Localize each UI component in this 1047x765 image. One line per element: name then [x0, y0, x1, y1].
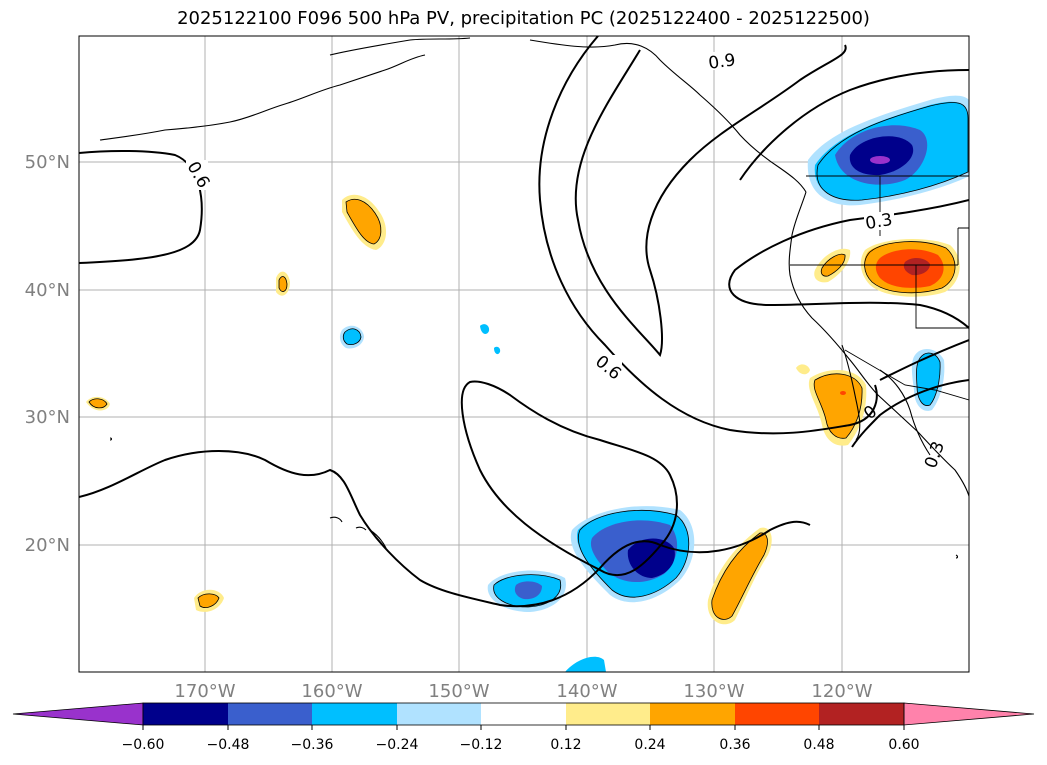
- coast-gulf: [879, 369, 931, 456]
- plot-frame: [78, 35, 970, 673]
- precip-region-baja-mid: [814, 373, 863, 439]
- outline-s: [577, 510, 690, 598]
- outline-spot-e: [88, 398, 108, 409]
- borders: [790, 175, 969, 401]
- colorbar-segment-4: [397, 703, 481, 725]
- outline-ca2: [820, 253, 846, 277]
- lon-label-150w: 150°W: [428, 681, 489, 702]
- colorbar-segment-6: [566, 703, 650, 725]
- contour-label-bg-2: [186, 160, 208, 190]
- colorbar-segment-1: [143, 703, 228, 725]
- precip-spot-f-mid: [198, 593, 219, 608]
- pv-contour-east-b: [879, 339, 969, 381]
- outline-spot-a: [342, 328, 362, 345]
- border-us-states: [790, 176, 969, 329]
- outline-mex: [916, 352, 941, 406]
- precip-spot-c: [494, 346, 501, 355]
- pv-contour-0.9: [574, 44, 847, 358]
- colorbar-tick-label-8: 0.36: [719, 737, 750, 753]
- outline-sw: [493, 574, 562, 608]
- colorbar-segment-3: [312, 703, 397, 725]
- lat-label-20n: 20°N: [25, 535, 70, 556]
- colorbar-tick-label-6: 0.12: [550, 737, 581, 753]
- lon-label-170w: 170°W: [174, 681, 235, 702]
- precip-region-ca-core: [903, 258, 930, 276]
- pv-contour-outer: [739, 69, 969, 181]
- precip-region-s-core: [627, 538, 675, 578]
- precip-region-baja-max: [840, 391, 846, 395]
- colorbar-tick-label-2: −0.48: [207, 737, 250, 753]
- colorbar-tick-label-4: −0.24: [376, 737, 419, 753]
- outline-se: [711, 532, 768, 620]
- precip-outlines: [88, 102, 969, 620]
- precip-region-nc-mid: [346, 199, 381, 244]
- colorbar-tick-label-5: −0.12: [460, 737, 503, 753]
- lat-label-40n: 40°N: [25, 280, 70, 301]
- colorbar-tick-label-9: 0.48: [803, 737, 834, 753]
- precip-positive: [86, 194, 960, 625]
- precip-region-se-mid: [711, 532, 768, 620]
- precip-spot-b: [480, 324, 490, 334]
- colorbar-tick-label-3: −0.36: [291, 737, 334, 753]
- colorbar-segment-5: [481, 703, 566, 725]
- contour-label-bg-4: [594, 355, 622, 381]
- outline-nc: [345, 198, 382, 245]
- contour-label-0.3: 0.3: [864, 210, 894, 234]
- colorbar-tick-label-10: 0.60: [888, 737, 919, 753]
- coast-west-na: [788, 191, 969, 499]
- colorbar-tick-label-1: −0.60: [122, 737, 165, 753]
- precip-spot-e-mid: [89, 398, 107, 408]
- plot-area: [79, 36, 969, 672]
- pv-contour-0.6-cutoff: [460, 380, 678, 577]
- contour-label-bg-3: [864, 212, 894, 230]
- colorbar-segment-7: [650, 703, 735, 725]
- border-us-mexico: [844, 349, 969, 401]
- outline-nw: [816, 102, 969, 201]
- pv-contours: [79, 36, 969, 608]
- lon-label-160w: 160°W: [301, 681, 362, 702]
- pv-contour-0-south: [79, 450, 811, 608]
- colorbar-extend-over: [903, 702, 1035, 726]
- precip-region-bottom: [565, 656, 606, 672]
- colorbar-frame: [142, 702, 905, 726]
- contour-label-bg-1: [706, 52, 738, 70]
- colorbar-segment-8: [735, 703, 819, 725]
- coast-alaska: [329, 37, 807, 193]
- coast-misc: [109, 437, 959, 559]
- lon-label-120w: 120°W: [811, 681, 872, 702]
- colorbar-extend-under: [12, 702, 144, 726]
- precip-spot-d-mid: [279, 276, 287, 292]
- precip-spot-a-mid: [343, 328, 361, 345]
- lon-label-130w: 130°W: [683, 681, 744, 702]
- lon-label-140w: 140°W: [556, 681, 617, 702]
- outline-spot-d: [278, 276, 288, 292]
- coastlines: [99, 37, 969, 559]
- lat-label-30n: 30°N: [25, 407, 70, 428]
- precip-spot-g: [796, 364, 810, 375]
- precip-region-sw-strong: [514, 581, 542, 600]
- precip-region-nw-core: [849, 136, 914, 176]
- pv-contour-0.6-trough: [538, 36, 878, 435]
- colorbar-tick-label-7: 0.24: [634, 737, 665, 753]
- precip-region-nw-max: [870, 156, 890, 164]
- outline-spot-f: [197, 593, 220, 608]
- lat-label-50n: 50°N: [25, 152, 70, 173]
- map-title: 2025122100 F096 500 hPa PV, precipitatio…: [177, 8, 870, 29]
- colorbar-segment-2: [228, 703, 312, 725]
- coast-baja: [841, 344, 861, 441]
- colorbar: −0.60 −0.48 −0.36 −0.24 −0.12 0.12 0.24 …: [12, 702, 1035, 753]
- pv-contour-0-east: [851, 379, 969, 448]
- outline-baja: [813, 373, 863, 439]
- coast-aleutians: [99, 54, 426, 141]
- outline-ca: [864, 241, 956, 294]
- colorbar-segment-9: [819, 703, 904, 725]
- pv-contour-0.6-west: [79, 149, 203, 264]
- contour-label-0.9: 0.9: [707, 50, 737, 74]
